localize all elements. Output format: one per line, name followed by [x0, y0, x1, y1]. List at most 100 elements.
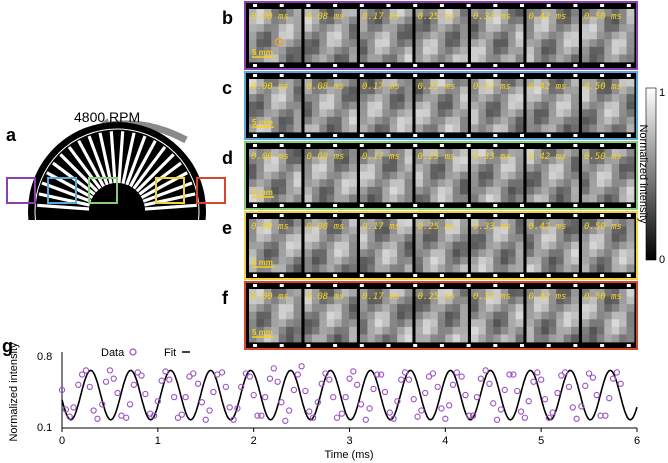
frame-pixel: [374, 304, 383, 313]
frame-pixel: [604, 39, 613, 48]
frame-pixel: [293, 179, 302, 188]
frame-pixel: [374, 54, 383, 63]
frame-pixel: [556, 101, 565, 110]
frame-pixel: [311, 334, 320, 343]
frame-pixel: [249, 46, 257, 55]
frame-pixel: [526, 156, 535, 165]
frame-pixel: [515, 94, 524, 103]
frame-pixel: [256, 9, 265, 17]
frame-pixel: [349, 24, 357, 33]
frame-pixel: [311, 171, 320, 180]
frame-pixel: [604, 304, 613, 313]
sprocket-hole: [359, 274, 364, 277]
frame-pixel: [589, 116, 598, 125]
frame-pixel: [304, 264, 313, 273]
sprocket-hole: [546, 64, 551, 67]
data-point: [405, 376, 413, 383]
frame-pixel: [271, 46, 280, 55]
frame-pixel: [571, 219, 579, 227]
frame-pixel: [452, 86, 461, 95]
roi-box-yellow: [155, 177, 185, 204]
frame-pixel: [404, 94, 413, 103]
frame-pixel: [311, 249, 320, 258]
frame-pixel: [626, 249, 635, 258]
frame-pixel: [604, 219, 613, 227]
data-point: [410, 396, 417, 403]
frame-pixel: [619, 194, 627, 203]
frame-pixel: [278, 79, 287, 87]
frame-pixel: [508, 171, 516, 180]
frame-pixel: [319, 326, 328, 335]
frame-pixel: [571, 164, 579, 173]
frame-pixel: [485, 311, 494, 320]
sprocket-hole: [386, 284, 391, 287]
frame-pixel: [404, 149, 413, 157]
frame-pixel: [256, 256, 265, 265]
frame-pixel: [374, 79, 383, 87]
frame-pixel: [437, 109, 446, 118]
frame: 0.42 ms: [526, 289, 579, 343]
frame-pixel: [367, 149, 376, 157]
sprocket-hole: [466, 214, 471, 217]
sprocket-hole: [600, 274, 605, 277]
fit-line: [61, 369, 638, 421]
frame-pixel: [249, 194, 257, 203]
frame-pixel: [374, 179, 383, 188]
frame: 0.08 ms: [304, 219, 357, 273]
frame-pixel: [571, 296, 579, 305]
frame-pixel: [422, 234, 431, 243]
frame-pixel: [319, 156, 328, 165]
frame-pixel: [571, 16, 579, 25]
frame-pixel: [500, 241, 509, 250]
frame-pixel: [471, 249, 479, 258]
frame-pixel: [334, 94, 343, 103]
frame-pixel: [367, 24, 376, 33]
frame-pixel: [319, 319, 328, 328]
frame-pixel: [263, 311, 272, 320]
frame-pixel: [508, 194, 516, 203]
frame-pixel: [445, 186, 454, 195]
sprocket-hole: [253, 214, 257, 217]
sprocket-hole: [306, 344, 311, 347]
data-point: [170, 393, 178, 401]
frame-pixel: [293, 124, 302, 133]
frame-pixel: [589, 24, 598, 33]
frame-pixel: [360, 304, 368, 313]
frame-pixel: [437, 171, 446, 180]
frame-pixel: [493, 256, 502, 265]
frame-pixel: [341, 124, 350, 133]
frame-pixel: [382, 289, 391, 297]
frame-pixel: [349, 194, 357, 203]
frame-pixel: [304, 86, 313, 95]
frame-pixel: [334, 234, 343, 243]
frame-pixel: [382, 124, 391, 133]
frame-pixel: [319, 9, 328, 17]
frame-pixel: [404, 264, 413, 273]
frame-pixel: [367, 156, 376, 165]
frame-pixel: [404, 86, 413, 95]
sprocket-hole: [306, 274, 311, 277]
frame-pixel: [596, 304, 605, 313]
frame-pixel: [334, 16, 343, 25]
frame-pixel: [397, 164, 405, 173]
frame-pixel: [533, 179, 542, 188]
data-point: [154, 398, 161, 405]
frame-pixel: [278, 304, 287, 313]
data-point: [510, 371, 517, 378]
frame-pixel: [415, 234, 424, 243]
x-tick-label: 3: [346, 435, 352, 447]
frame-pixel: [471, 94, 479, 103]
frame-pixel: [249, 249, 257, 258]
frame-pixel: [589, 39, 598, 48]
frame-pixel: [389, 86, 398, 95]
frame-pixel: [311, 9, 320, 17]
frame-pixel: [430, 264, 439, 273]
frame-pixel: [397, 31, 405, 40]
frame-pixel: [493, 171, 502, 180]
frame-pixel: [249, 39, 257, 48]
frame-pixel: [415, 16, 424, 25]
frame-pixel: [500, 46, 509, 55]
frame-pixel: [349, 31, 357, 40]
frame-pixel: [341, 149, 350, 157]
frame-pixel: [404, 334, 413, 343]
